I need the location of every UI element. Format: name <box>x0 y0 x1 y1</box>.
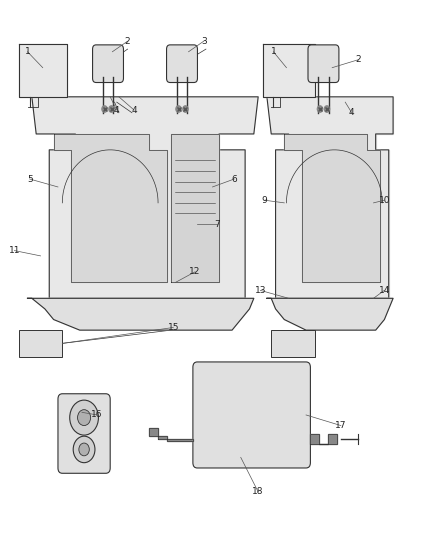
FancyBboxPatch shape <box>166 45 198 83</box>
Polygon shape <box>262 44 315 97</box>
Text: 15: 15 <box>168 323 179 332</box>
Circle shape <box>70 400 99 435</box>
Circle shape <box>73 436 95 463</box>
Polygon shape <box>284 134 380 282</box>
Circle shape <box>183 106 188 112</box>
Polygon shape <box>53 134 167 282</box>
Polygon shape <box>267 97 393 298</box>
Text: 18: 18 <box>252 487 264 496</box>
Circle shape <box>79 443 89 456</box>
Polygon shape <box>28 298 254 330</box>
Text: 17: 17 <box>335 421 346 430</box>
Text: 1: 1 <box>25 47 30 56</box>
Bar <box>271 330 315 357</box>
Text: 6: 6 <box>231 174 237 183</box>
FancyBboxPatch shape <box>92 45 124 83</box>
Text: 3: 3 <box>201 37 207 46</box>
Polygon shape <box>267 298 393 330</box>
Text: 2: 2 <box>356 55 361 64</box>
Text: 5: 5 <box>27 174 32 183</box>
Text: 7: 7 <box>214 220 220 229</box>
Circle shape <box>78 410 91 425</box>
Text: 16: 16 <box>92 410 103 419</box>
Circle shape <box>176 106 181 112</box>
Circle shape <box>102 106 107 112</box>
Text: 4: 4 <box>349 108 354 117</box>
Polygon shape <box>32 97 258 298</box>
Polygon shape <box>149 428 193 441</box>
Circle shape <box>324 106 329 112</box>
Text: 14: 14 <box>379 286 390 295</box>
Text: 4: 4 <box>131 106 137 115</box>
Text: 2: 2 <box>125 37 131 46</box>
Circle shape <box>318 106 322 112</box>
Text: 13: 13 <box>254 286 266 295</box>
FancyBboxPatch shape <box>308 45 339 83</box>
Text: 9: 9 <box>262 196 268 205</box>
Text: 10: 10 <box>378 196 390 205</box>
FancyBboxPatch shape <box>58 394 110 473</box>
Polygon shape <box>171 134 219 282</box>
Text: 12: 12 <box>189 268 201 276</box>
Polygon shape <box>19 44 67 97</box>
FancyBboxPatch shape <box>193 362 311 468</box>
Polygon shape <box>311 433 336 444</box>
Text: 4: 4 <box>114 106 120 115</box>
Circle shape <box>109 106 114 112</box>
Text: 1: 1 <box>271 47 276 56</box>
Text: 11: 11 <box>9 246 20 255</box>
Bar <box>19 330 62 357</box>
